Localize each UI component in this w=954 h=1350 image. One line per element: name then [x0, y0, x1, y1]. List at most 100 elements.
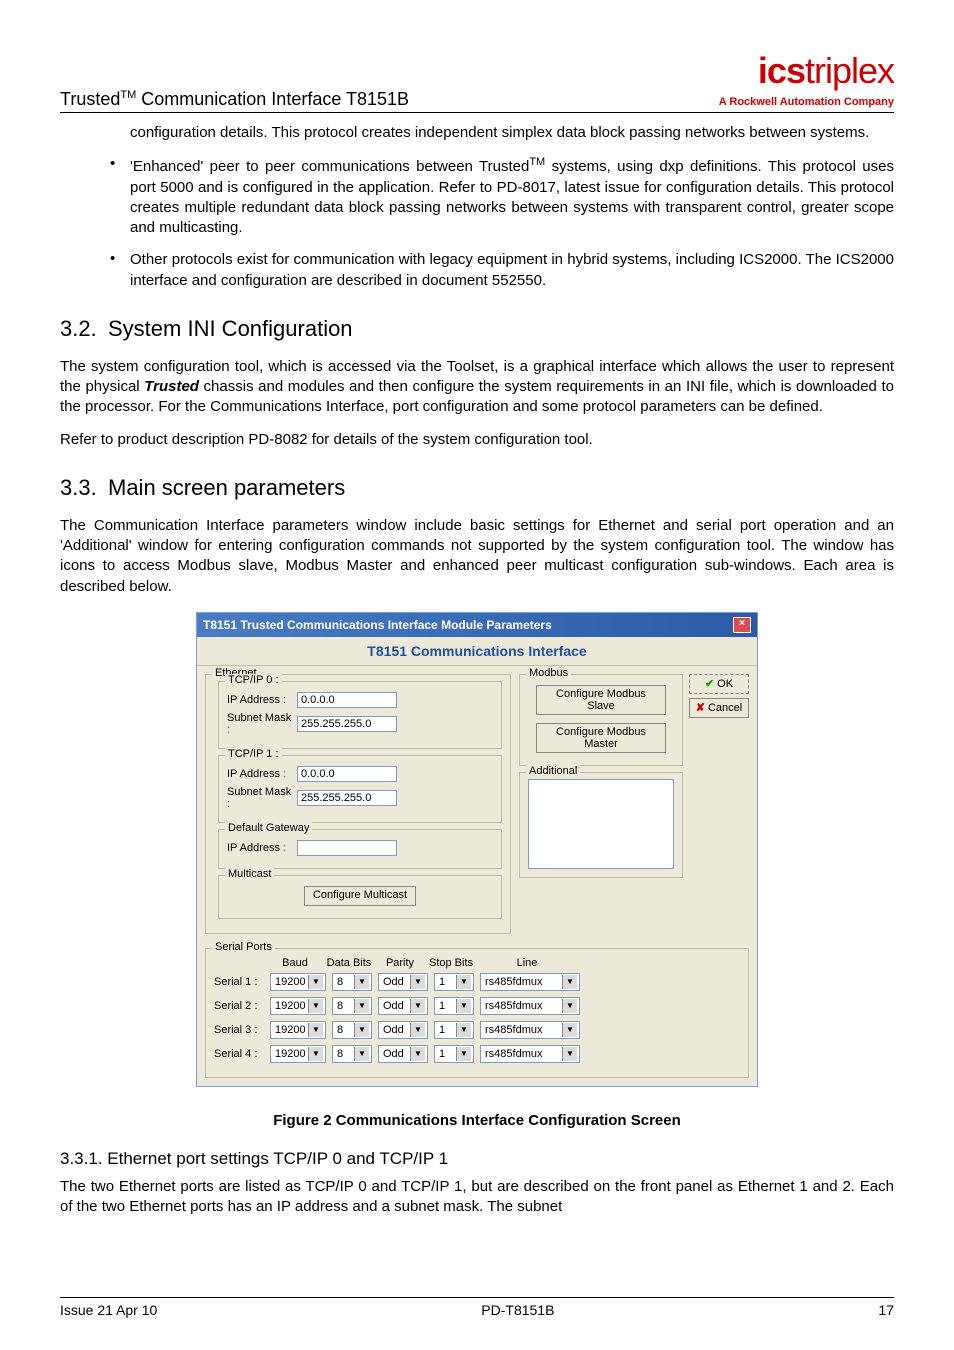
- combo-value: Odd: [381, 1048, 404, 1060]
- configure-modbus-slave-button[interactable]: Configure Modbus Slave: [536, 685, 666, 715]
- serial3-parity-combo[interactable]: Odd ▼: [378, 1021, 428, 1039]
- ip-label: IP Address :: [227, 694, 297, 706]
- product-line: Trusted: [60, 89, 120, 109]
- sec32-p1: The system configuration tool, which is …: [60, 357, 894, 418]
- serial2-parity-combo[interactable]: Odd▼: [378, 997, 428, 1015]
- combo-value: 1: [437, 976, 445, 988]
- tcpip0-ip-row: IP Address :: [227, 692, 493, 708]
- sec331-p1: The two Ethernet ports are listed as TCP…: [60, 1177, 894, 1218]
- serial4-data-combo[interactable]: 8▼: [332, 1045, 372, 1063]
- chevron-down-icon: ▼: [410, 999, 425, 1013]
- serial-row-1: Serial 1 : 19200▼ 8▼ Odd▼ 1▼ rs485fdmux▼: [214, 973, 740, 991]
- dialog-action-buttons: ✔ OK ✘ Cancel: [689, 674, 749, 940]
- figure-caption: Figure 2 Communications Interface Config…: [60, 1112, 894, 1129]
- footer-center: PD-T8151B: [481, 1302, 554, 1318]
- serial1-data-combo[interactable]: 8▼: [332, 973, 372, 991]
- combo-value: rs485fdmux: [483, 1024, 542, 1036]
- serial4-parity-combo[interactable]: Odd▼: [378, 1045, 428, 1063]
- additional-label: Additional: [526, 765, 580, 777]
- serial1-stop-combo[interactable]: 1▼: [434, 973, 474, 991]
- serial-label: Serial Ports: [212, 941, 275, 953]
- serial2-line-combo[interactable]: rs485fdmux▼: [480, 997, 580, 1015]
- configure-multicast-button[interactable]: Configure Multicast: [304, 886, 416, 906]
- cross-icon: ✘: [696, 701, 705, 714]
- chevron-down-icon: ▼: [456, 975, 471, 989]
- serial2-baud-combo[interactable]: 19200▼: [270, 997, 326, 1015]
- tcpip0-ip-input[interactable]: [297, 692, 397, 708]
- additional-textarea[interactable]: [528, 779, 674, 869]
- serial3-baud-combo[interactable]: 19200▼: [270, 1021, 326, 1039]
- chevron-down-icon: ▼: [410, 975, 425, 989]
- ip-label: IP Address :: [227, 768, 297, 780]
- chevron-down-icon: ▼: [410, 1023, 425, 1037]
- serial4-stop-combo[interactable]: 1▼: [434, 1045, 474, 1063]
- serial4-baud-combo[interactable]: 19200▼: [270, 1045, 326, 1063]
- tcpip1-ip-input[interactable]: [297, 766, 397, 782]
- tcpip0-subnet-row: Subnet Mask :: [227, 712, 493, 736]
- combo-value: rs485fdmux: [483, 1048, 542, 1060]
- multicast-fieldset: Multicast Configure Multicast: [218, 875, 502, 919]
- chevron-down-icon: ▼: [354, 1047, 369, 1061]
- config-dialog: T8151 Trusted Communications Interface M…: [196, 612, 758, 1087]
- serial3-line-combo[interactable]: rs485fdmux▼: [480, 1021, 580, 1039]
- dialog-subtitle: T8151 Communications Interface: [197, 637, 757, 666]
- modbus-label: Modbus: [526, 667, 571, 679]
- bullet-text-2: Other protocols exist for communication …: [130, 250, 894, 291]
- serial-row-3: Serial 3 : 19200▼ 8▼ Odd▼ 1▼ rs485fdmux▼: [214, 1021, 740, 1039]
- tcpip0-subnet-input[interactable]: [297, 716, 397, 732]
- chevron-down-icon: ▼: [308, 1047, 323, 1061]
- combo-value: 1: [437, 1000, 445, 1012]
- tcpip1-subnet-input[interactable]: [297, 790, 397, 806]
- combo-value: 19200: [273, 976, 306, 988]
- additional-fieldset: Additional: [519, 772, 683, 878]
- chevron-down-icon: ▼: [308, 975, 323, 989]
- page-footer: Issue 21 Apr 10 PD-T8151B 17: [60, 1297, 894, 1318]
- chevron-down-icon: ▼: [354, 1023, 369, 1037]
- logo-sub1: A Rockwell Automation: [719, 96, 841, 108]
- combo-value: Odd: [381, 1024, 404, 1036]
- serial1-parity-combo[interactable]: Odd▼: [378, 973, 428, 991]
- combo-value: 19200: [273, 1024, 306, 1036]
- cancel-label: Cancel: [708, 702, 742, 714]
- hdr-data: Data Bits: [326, 957, 372, 969]
- dialog-titlebar: T8151 Trusted Communications Interface M…: [197, 613, 757, 637]
- serial1-line-combo[interactable]: rs485fdmux▼: [480, 973, 580, 991]
- gateway-ip-input[interactable]: [297, 840, 397, 856]
- logo: icstriplex A Rockwell Automation Company: [719, 50, 894, 110]
- combo-value: rs485fdmux: [483, 1000, 542, 1012]
- ok-label: OK: [717, 678, 733, 690]
- p1b: Trusted: [144, 378, 199, 395]
- serial2-stop-combo[interactable]: 1▼: [434, 997, 474, 1015]
- logo-ics: ics: [758, 50, 805, 91]
- combo-value: 8: [335, 1024, 343, 1036]
- logo-triplex: triplex: [805, 50, 894, 91]
- chevron-down-icon: ▼: [308, 1023, 323, 1037]
- chevron-down-icon: ▼: [456, 999, 471, 1013]
- close-icon[interactable]: ×: [733, 617, 751, 633]
- section-num: 3.3.: [60, 475, 108, 501]
- serial1-baud-combo[interactable]: 19200▼: [270, 973, 326, 991]
- hdr-line: Line: [474, 957, 580, 969]
- sec33-p1: The Communication Interface parameters w…: [60, 516, 894, 597]
- ok-button[interactable]: ✔ OK: [689, 674, 749, 694]
- subnet-label: Subnet Mask :: [227, 712, 297, 736]
- dialog-right-main: Modbus Configure Modbus Slave Configure …: [519, 674, 683, 940]
- serial-header-row: Baud Data Bits Parity Stop Bits Line: [214, 957, 740, 969]
- product-suffix: Communication Interface T8151B: [136, 89, 409, 109]
- multicast-label: Multicast: [225, 868, 274, 880]
- header-product: TrustedTM Communication Interface T8151B: [60, 89, 409, 110]
- serial3-stop-combo[interactable]: 1▼: [434, 1021, 474, 1039]
- ethernet-fieldset: Ethernet TCP/IP 0 : IP Address : Subnet …: [205, 674, 511, 934]
- serial2-data-combo[interactable]: 8▼: [332, 997, 372, 1015]
- configure-modbus-master-button[interactable]: Configure Modbus Master: [536, 723, 666, 753]
- bullet-icon: •: [110, 155, 130, 238]
- tcpip1-label: TCP/IP 1 :: [225, 748, 282, 760]
- trademark: TM: [120, 89, 136, 101]
- cancel-button[interactable]: ✘ Cancel: [689, 698, 749, 718]
- bullet-item-1: • 'Enhanced' peer to peer communications…: [110, 155, 894, 238]
- serial3-data-combo[interactable]: 8▼: [332, 1021, 372, 1039]
- serial4-label: Serial 4 :: [214, 1048, 264, 1060]
- tcpip1-subnet-row: Subnet Mask :: [227, 786, 493, 810]
- serial4-line-combo[interactable]: rs485fdmux▼: [480, 1045, 580, 1063]
- combo-value: 19200: [273, 1000, 306, 1012]
